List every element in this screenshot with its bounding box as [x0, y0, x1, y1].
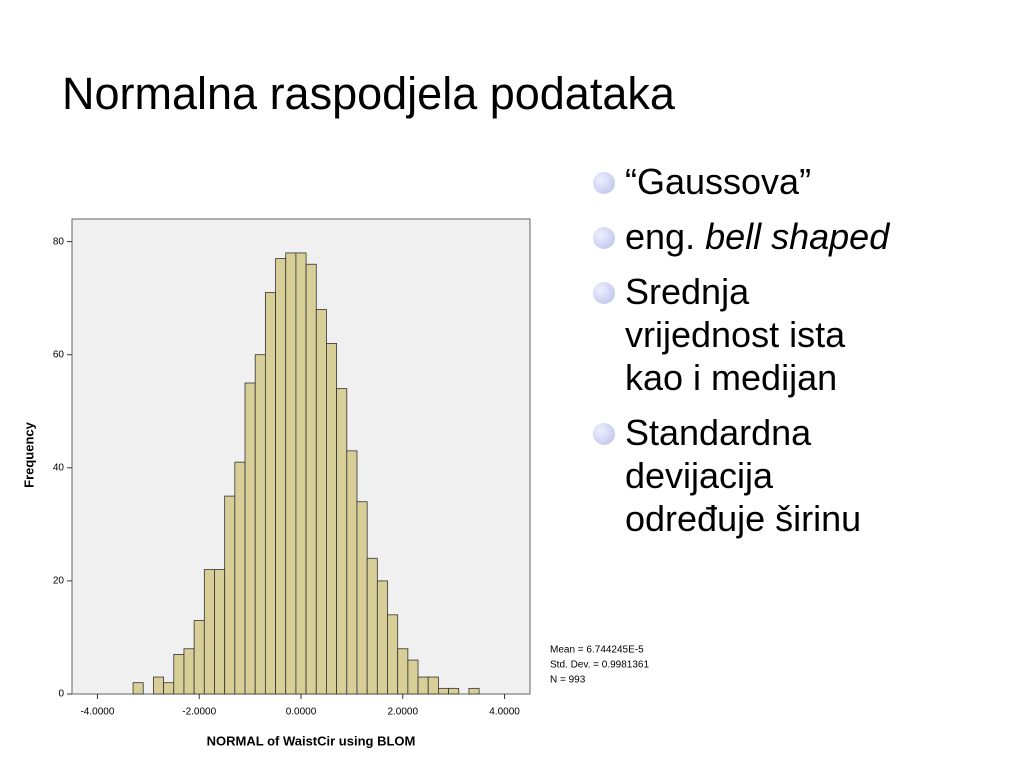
- x-tick-label: 4.0000: [489, 707, 520, 718]
- stats-annotation: N = 993: [550, 675, 586, 686]
- bar: [336, 388, 348, 695]
- bullet-italic: bell shaped: [705, 216, 890, 257]
- bar: [326, 343, 338, 695]
- x-tick-label: -4.0000: [80, 707, 114, 718]
- y-axis-label: Frequency: [21, 421, 36, 488]
- bullet-line: određuje širinu: [625, 498, 862, 539]
- bullet-line: “Gaussova”: [625, 161, 812, 202]
- bar: [203, 569, 215, 695]
- bar: [275, 258, 287, 695]
- bullet-line: vrijednost ista: [625, 314, 846, 355]
- y-tick-label: 60: [53, 349, 65, 360]
- slide-title: Normalna raspodjela podataka: [62, 68, 675, 119]
- x-tick-label: -2.0000: [182, 707, 216, 718]
- bar: [468, 687, 480, 695]
- bullet: Standardna devijacija određuje širinu: [590, 411, 889, 540]
- bar: [214, 569, 226, 695]
- stats-annotation: Mean = 6.744245E-5: [550, 645, 644, 656]
- bar: [193, 620, 205, 695]
- bar: [173, 654, 185, 695]
- bar: [244, 382, 256, 695]
- bar: [376, 580, 388, 695]
- bar: [183, 648, 195, 695]
- bullet-list: “Gaussova” eng. bell shaped Srednja vrije…: [590, 160, 889, 552]
- bar: [153, 676, 165, 695]
- bar: [346, 450, 358, 695]
- bar: [132, 682, 144, 695]
- bullet: “Gaussova”: [590, 160, 889, 203]
- bar: [285, 252, 297, 695]
- bullet-line: eng. bell shaped: [625, 215, 889, 258]
- bar: [163, 682, 175, 695]
- bullet: eng. bell shaped: [590, 215, 889, 258]
- bar: [295, 252, 307, 695]
- y-tick-label: 0: [58, 689, 64, 700]
- bullet-line: devijacija: [625, 455, 774, 496]
- bar: [448, 687, 460, 695]
- bar: [417, 676, 429, 695]
- bar: [366, 557, 378, 695]
- y-tick-label: 20: [53, 576, 65, 587]
- bar: [397, 648, 409, 695]
- bullet-line: Standardna: [625, 412, 812, 453]
- bullet-text: eng.: [625, 216, 706, 257]
- bar: [254, 354, 266, 695]
- bullet-line: Srednja: [625, 271, 750, 312]
- y-tick-label: 40: [53, 462, 65, 473]
- bar: [387, 614, 399, 695]
- bar: [356, 501, 368, 695]
- bar: [437, 687, 449, 695]
- bullet: Srednja vrijednost ista kao i medijan: [590, 270, 889, 399]
- y-tick-label: 80: [53, 236, 65, 247]
- stats-annotation: Std. Dev. = 0.9981361: [550, 660, 649, 671]
- x-tick-label: 2.0000: [387, 707, 418, 718]
- x-tick-label: 0.0000: [286, 707, 317, 718]
- bar: [264, 292, 276, 695]
- bullet-line: kao i medijan: [625, 357, 838, 398]
- bar: [305, 263, 317, 695]
- bar: [427, 676, 439, 695]
- bar: [315, 309, 327, 695]
- bar: [407, 659, 419, 695]
- x-axis-label: NORMAL of WaistCir using BLOM: [207, 733, 416, 748]
- bar: [224, 495, 236, 695]
- bar: [234, 461, 246, 695]
